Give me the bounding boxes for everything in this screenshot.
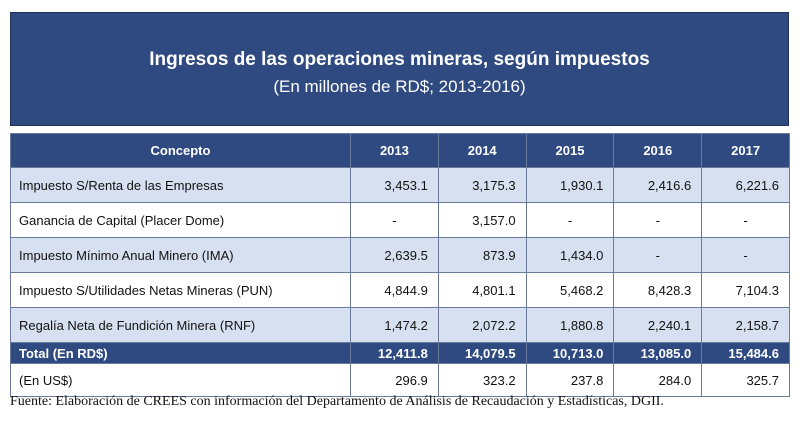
table-row: Regalía Neta de Fundición Minera (RNF) 1… — [10, 307, 790, 343]
cell-value: - — [350, 202, 439, 238]
table-row: Impuesto Mínimo Anual Minero (IMA) 2,639… — [10, 237, 790, 273]
table-row: Impuesto S/Renta de las Empresas 3,453.1… — [10, 167, 790, 203]
cell-value: 1,930.1 — [525, 167, 615, 203]
cell-value: 3,175.3 — [437, 167, 527, 203]
usd-row: (En US$) 296.9 323.2 237.8 284.0 325.7 — [10, 363, 790, 397]
total-label: Total (En RD$) — [10, 342, 351, 364]
cell-value: - — [525, 202, 615, 238]
report-table-container: Ingresos de las operaciones mineras, seg… — [10, 12, 790, 397]
cell-value: 5,468.2 — [525, 272, 615, 308]
cell-value: 3,157.0 — [437, 202, 527, 238]
cell-value: 4,844.9 — [350, 272, 439, 308]
cell-value: 1,880.8 — [525, 307, 615, 343]
cell-value: 1,434.0 — [525, 237, 615, 273]
header-row: Concepto 2013 2014 2015 2016 2017 — [10, 133, 790, 168]
header-2015: 2015 — [525, 133, 615, 168]
total-value: 15,484.6 — [701, 342, 790, 364]
cell-value: 8,428.3 — [613, 272, 703, 308]
cell-value: - — [613, 202, 703, 238]
cell-value: 2,158.7 — [701, 307, 790, 343]
total-row: Total (En RD$) 12,411.8 14,079.5 10,713.… — [10, 342, 790, 364]
cell-value: 2,240.1 — [613, 307, 703, 343]
header-2013: 2013 — [350, 133, 439, 168]
usd-label: (En US$) — [10, 363, 351, 397]
row-label: Regalía Neta de Fundición Minera (RNF) — [10, 307, 351, 343]
cell-value: 1,474.2 — [350, 307, 439, 343]
header-2017: 2017 — [701, 133, 790, 168]
table-subtitle: (En millones de RD$; 2013-2016) — [273, 77, 526, 96]
cell-value: 7,104.3 — [701, 272, 790, 308]
header-concepto: Concepto — [10, 133, 351, 168]
row-label: Ganancia de Capital (Placer Dome) — [10, 202, 351, 238]
total-value: 12,411.8 — [350, 342, 439, 364]
total-value: 10,713.0 — [525, 342, 615, 364]
cell-value: 6,221.6 — [701, 167, 790, 203]
cell-value: 2,416.6 — [613, 167, 703, 203]
header-2014: 2014 — [437, 133, 527, 168]
cell-value: 3,453.1 — [350, 167, 439, 203]
cell-value: - — [701, 237, 790, 273]
table-row: Ganancia de Capital (Placer Dome) - 3,15… — [10, 202, 790, 238]
usd-value: 325.7 — [701, 363, 790, 397]
cell-value: - — [701, 202, 790, 238]
row-label: Impuesto Mínimo Anual Minero (IMA) — [10, 237, 351, 273]
cell-value: 4,801.1 — [437, 272, 527, 308]
source-note: Fuente: Elaboración de CREES con informa… — [10, 394, 664, 409]
row-label: Impuesto S/Renta de las Empresas — [10, 167, 351, 203]
usd-value: 296.9 — [350, 363, 439, 397]
cell-value: 2,072.2 — [437, 307, 527, 343]
usd-value: 323.2 — [437, 363, 527, 397]
usd-value: 237.8 — [525, 363, 615, 397]
cell-value: - — [613, 237, 703, 273]
cell-value: 2,639.5 — [350, 237, 439, 273]
usd-value: 284.0 — [613, 363, 703, 397]
total-value: 14,079.5 — [437, 342, 527, 364]
mining-revenue-table: Concepto 2013 2014 2015 2016 2017 Impues… — [10, 133, 790, 397]
title-banner: Ingresos de las operaciones mineras, seg… — [10, 12, 789, 126]
total-value: 13,085.0 — [613, 342, 703, 364]
header-2016: 2016 — [613, 133, 703, 168]
cell-value: 873.9 — [437, 237, 527, 273]
row-label: Impuesto S/Utilidades Netas Mineras (PUN… — [10, 272, 351, 308]
table-title: Ingresos de las operaciones mineras, seg… — [149, 49, 650, 70]
table-row: Impuesto S/Utilidades Netas Mineras (PUN… — [10, 272, 790, 308]
